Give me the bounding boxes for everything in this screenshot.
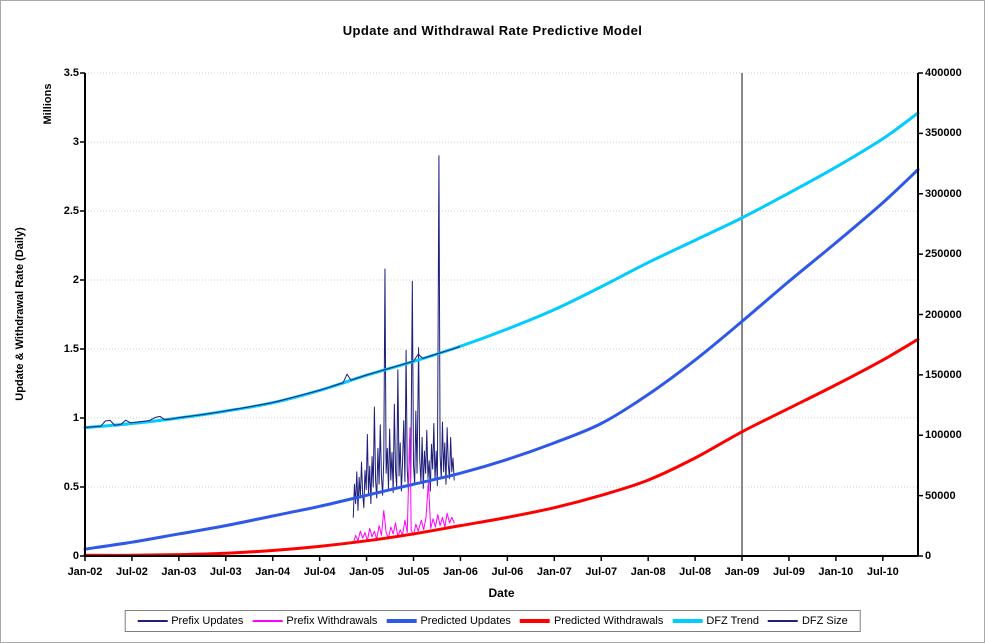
left-axis-tick-label: 0.5 — [63, 481, 79, 493]
x-axis-title: Date — [488, 586, 515, 600]
x-axis-tick-label: Jul-09 — [773, 566, 805, 578]
x-axis-tick-label: Jan-05 — [349, 566, 384, 578]
x-axis-tick-label: Jan-09 — [724, 566, 760, 578]
legend-swatch-dfz-size — [767, 620, 798, 622]
legend-label: Predicted Updates — [420, 615, 511, 627]
x-axis-tick-label: Jan-03 — [161, 566, 197, 578]
x-axis-tick-label: Jan-10 — [818, 566, 854, 578]
legend-item-dfz-trend: DFZ Trend — [672, 615, 759, 627]
left-axis-tick-label: 1.5 — [63, 343, 79, 355]
right-axis-tick-label: 300000 — [925, 187, 962, 200]
x-axis-tick-label: Jul-03 — [209, 566, 242, 578]
left-axis-tick-label: 3.5 — [63, 67, 79, 79]
left-axis-tick-label: 3 — [72, 136, 79, 148]
right-axis-tick-label: 400000 — [925, 67, 962, 79]
x-axis-tick-label: Jul-02 — [116, 566, 148, 578]
left-axis-tick-label: 2.5 — [63, 205, 79, 217]
x-axis-tick-label: Jul-10 — [866, 566, 899, 578]
legend-swatch-predicted-updates — [386, 619, 417, 623]
x-axis-tick-label: Jul-07 — [585, 566, 618, 578]
chart-title: Update and Withdrawal Rate Predictive Mo… — [342, 23, 643, 38]
x-axis-tick-label: Jul-04 — [303, 566, 336, 578]
legend-label: DFZ Size — [801, 615, 848, 627]
legend-item-dfz-size: DFZ Size — [767, 615, 848, 627]
legend-label: Predicted Withdrawals — [553, 615, 664, 627]
right-axis-tick-label: 0 — [925, 550, 932, 562]
right-axis-tick-label: 100000 — [925, 429, 962, 442]
right-axis-tick-label: 200000 — [925, 308, 962, 321]
x-axis-tick-label: Jan-07 — [536, 566, 572, 578]
left-axis-tick-label: 0 — [72, 550, 79, 562]
legend-item-predicted-withdrawals: Predicted Withdrawals — [519, 615, 664, 627]
legend-swatch-predicted-withdrawals — [519, 619, 550, 623]
legend-label: Prefix Withdrawals — [286, 615, 378, 627]
x-axis-tick-label: Jan-02 — [67, 566, 103, 578]
legend-item-prefix-updates: Prefix Updates — [137, 615, 243, 627]
right-axis-tick-label: 50000 — [925, 489, 956, 502]
left-axis-tick-label: 2 — [72, 274, 79, 286]
right-axis-tick-label: 350000 — [925, 127, 962, 140]
right-axis-tick-label: 250000 — [925, 248, 962, 261]
legend-label: DFZ Trend — [706, 615, 759, 627]
x-axis-tick-label: Jan-08 — [630, 566, 666, 578]
right-axis-tick-label: 150000 — [925, 368, 962, 381]
legend-item-predicted-updates: Predicted Updates — [386, 615, 511, 627]
legend-item-prefix-withdrawals: Prefix Withdrawals — [252, 615, 377, 627]
left-axis-tick-label: 1 — [72, 412, 79, 424]
x-axis-tick-label: Jan-06 — [442, 566, 478, 578]
legend-swatch-prefix-withdrawals — [252, 620, 283, 622]
x-axis-tick-label: Jul-05 — [397, 566, 430, 578]
x-axis-tick-label: Jul-06 — [491, 566, 524, 578]
x-axis-tick-label: Jan-04 — [255, 566, 291, 578]
legend-label: Prefix Updates — [171, 615, 244, 627]
legend-swatch-prefix-updates — [137, 620, 168, 622]
legend: Prefix Updates Prefix Withdrawals Predic… — [124, 610, 861, 632]
legend-swatch-dfz-trend — [672, 619, 703, 623]
x-axis-tick-label: Jul-08 — [679, 566, 711, 578]
